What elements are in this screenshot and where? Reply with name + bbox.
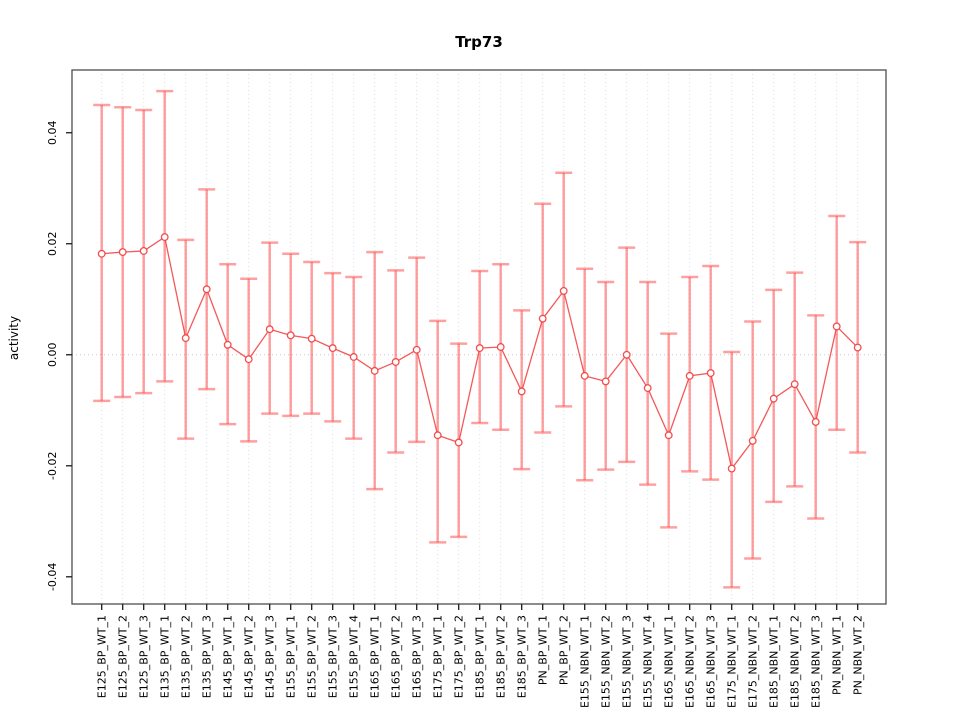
- x-tick-label: E175_NBN_WT_2: [747, 615, 760, 708]
- x-tick-label: PN_BP_WT_1: [537, 615, 550, 685]
- x-tick-label: E165_NBN_WT_1: [663, 615, 676, 708]
- x-tick-label: E155_NBN_WT_1: [579, 615, 592, 708]
- x-tick-label: E185_BP_WT_1: [474, 615, 487, 698]
- x-tick-label: E185_NBN_WT_1: [768, 615, 781, 708]
- plot-box: [71, 69, 887, 605]
- data-point-marker: [223, 340, 232, 349]
- x-tick-label: E125_BP_WT_3: [138, 615, 151, 698]
- data-point-marker: [370, 366, 379, 375]
- error-bar: [786, 271, 804, 488]
- data-point-marker: [517, 387, 526, 396]
- data-point-marker: [139, 247, 148, 255]
- x-tick-label: E155_NBN_WT_3: [621, 615, 634, 708]
- x-tick-labels: E125_BP_WT_1 E125_BP_WT_2 E125_BP_WT_3 E135…: [96, 615, 865, 708]
- data-point-marker: [769, 394, 778, 403]
- data-point-marker: [559, 286, 568, 295]
- x-tick-label: E155_BP_WT_3: [327, 615, 340, 698]
- x-tick-label: E185_NBN_WT_3: [810, 615, 823, 708]
- data-point-marker: [748, 436, 757, 445]
- data-point-marker: [412, 345, 421, 354]
- data-point-marker: [811, 417, 820, 426]
- data-point-marker: [538, 314, 547, 323]
- x-tick-label: E165_NBN_WT_2: [684, 615, 697, 708]
- x-tick-label: E155_BP_WT_1: [285, 615, 298, 698]
- data-point-marker: [244, 355, 253, 364]
- data-point-marker: [181, 334, 190, 343]
- x-tick-label: E155_BP_WT_4: [348, 615, 361, 698]
- error-bar: [807, 314, 825, 520]
- data-point-marker: [475, 344, 484, 353]
- data-point-marker: [118, 248, 127, 257]
- data-point-marker: [349, 353, 358, 361]
- error-bars: [93, 89, 867, 589]
- error-bar: [639, 280, 657, 486]
- chart-title: Trp73: [455, 33, 503, 51]
- data-point-marker: [790, 380, 799, 389]
- x-tick-label: E165_BP_WT_2: [390, 615, 403, 698]
- y-tick-label: -0.04: [46, 563, 59, 591]
- x-tick-label: E145_BP_WT_1: [222, 615, 235, 698]
- error-bar: [597, 280, 615, 471]
- x-tick-label: E135_BP_WT_2: [180, 615, 193, 698]
- data-point-marker: [97, 249, 106, 258]
- x-tick-label: E185_NBN_WT_2: [789, 615, 802, 708]
- x-tick-label: E185_BP_WT_2: [495, 615, 508, 698]
- data-point-marker: [202, 285, 211, 294]
- x-tick-label: E125_BP_WT_1: [96, 615, 109, 698]
- x-tick-label: PN_NBN_WT_1: [831, 615, 844, 695]
- data-point-marker: [433, 431, 442, 440]
- x-tick-label: PN_BP_WT_2: [558, 615, 571, 685]
- data-point-marker: [328, 344, 337, 353]
- data-point-marker: [685, 371, 694, 380]
- y-tick-label: 0.00: [46, 343, 59, 368]
- x-tick-label: E145_BP_WT_2: [243, 615, 256, 698]
- error-bar: [660, 332, 678, 529]
- data-point-marker: [727, 464, 736, 473]
- x-tick-label: E155_NBN_WT_4: [642, 615, 655, 708]
- data-point-marker: [706, 369, 715, 378]
- data-point-marker: [580, 371, 589, 380]
- data-point-marker: [286, 331, 295, 340]
- data-points: [97, 233, 862, 473]
- x-tick-label: E145_BP_WT_3: [264, 615, 277, 698]
- y-tick-label: 0.02: [46, 231, 59, 256]
- x-tick-label: E135_BP_WT_3: [201, 615, 214, 698]
- x-tick-label: E155_BP_WT_2: [306, 615, 319, 698]
- x-tick-label: E175_BP_WT_1: [432, 615, 445, 698]
- x-tick-label: E165_BP_WT_1: [369, 615, 382, 698]
- x-tick-label: E135_BP_WT_1: [159, 615, 172, 698]
- data-point-marker: [496, 343, 505, 351]
- x-tick-label: E165_BP_WT_3: [411, 615, 424, 698]
- data-point-marker: [454, 438, 463, 447]
- data-point-marker: [307, 334, 316, 343]
- data-point-marker: [601, 377, 610, 386]
- data-point-marker: [664, 431, 673, 440]
- x-tick-label: E125_BP_WT_2: [117, 615, 130, 698]
- y-axis-ticks: [66, 132, 72, 578]
- x-tick-label: E175_BP_WT_2: [453, 615, 466, 698]
- data-point-marker: [265, 325, 274, 334]
- x-tick-label: E185_BP_WT_3: [516, 615, 529, 698]
- data-point-marker: [643, 384, 652, 393]
- data-point-marker: [622, 350, 631, 359]
- data-point-marker: [391, 358, 400, 366]
- data-point-marker: [853, 343, 862, 352]
- y-tick-labels: 0.04 0.02 0.00 -0.02 -0.04: [46, 120, 59, 591]
- y-tick-label: -0.02: [46, 452, 59, 480]
- x-tick-label: E175_NBN_WT_1: [726, 615, 739, 708]
- x-tick-label: E155_NBN_WT_2: [600, 615, 613, 708]
- x-tick-label: PN_NBN_WT_2: [852, 615, 865, 695]
- x-tick-label: E165_NBN_WT_3: [705, 615, 718, 708]
- data-point-marker: [832, 322, 841, 331]
- x-axis-ticks: [101, 604, 859, 610]
- y-tick-label: 0.04: [46, 120, 59, 145]
- data-point-marker: [160, 233, 169, 242]
